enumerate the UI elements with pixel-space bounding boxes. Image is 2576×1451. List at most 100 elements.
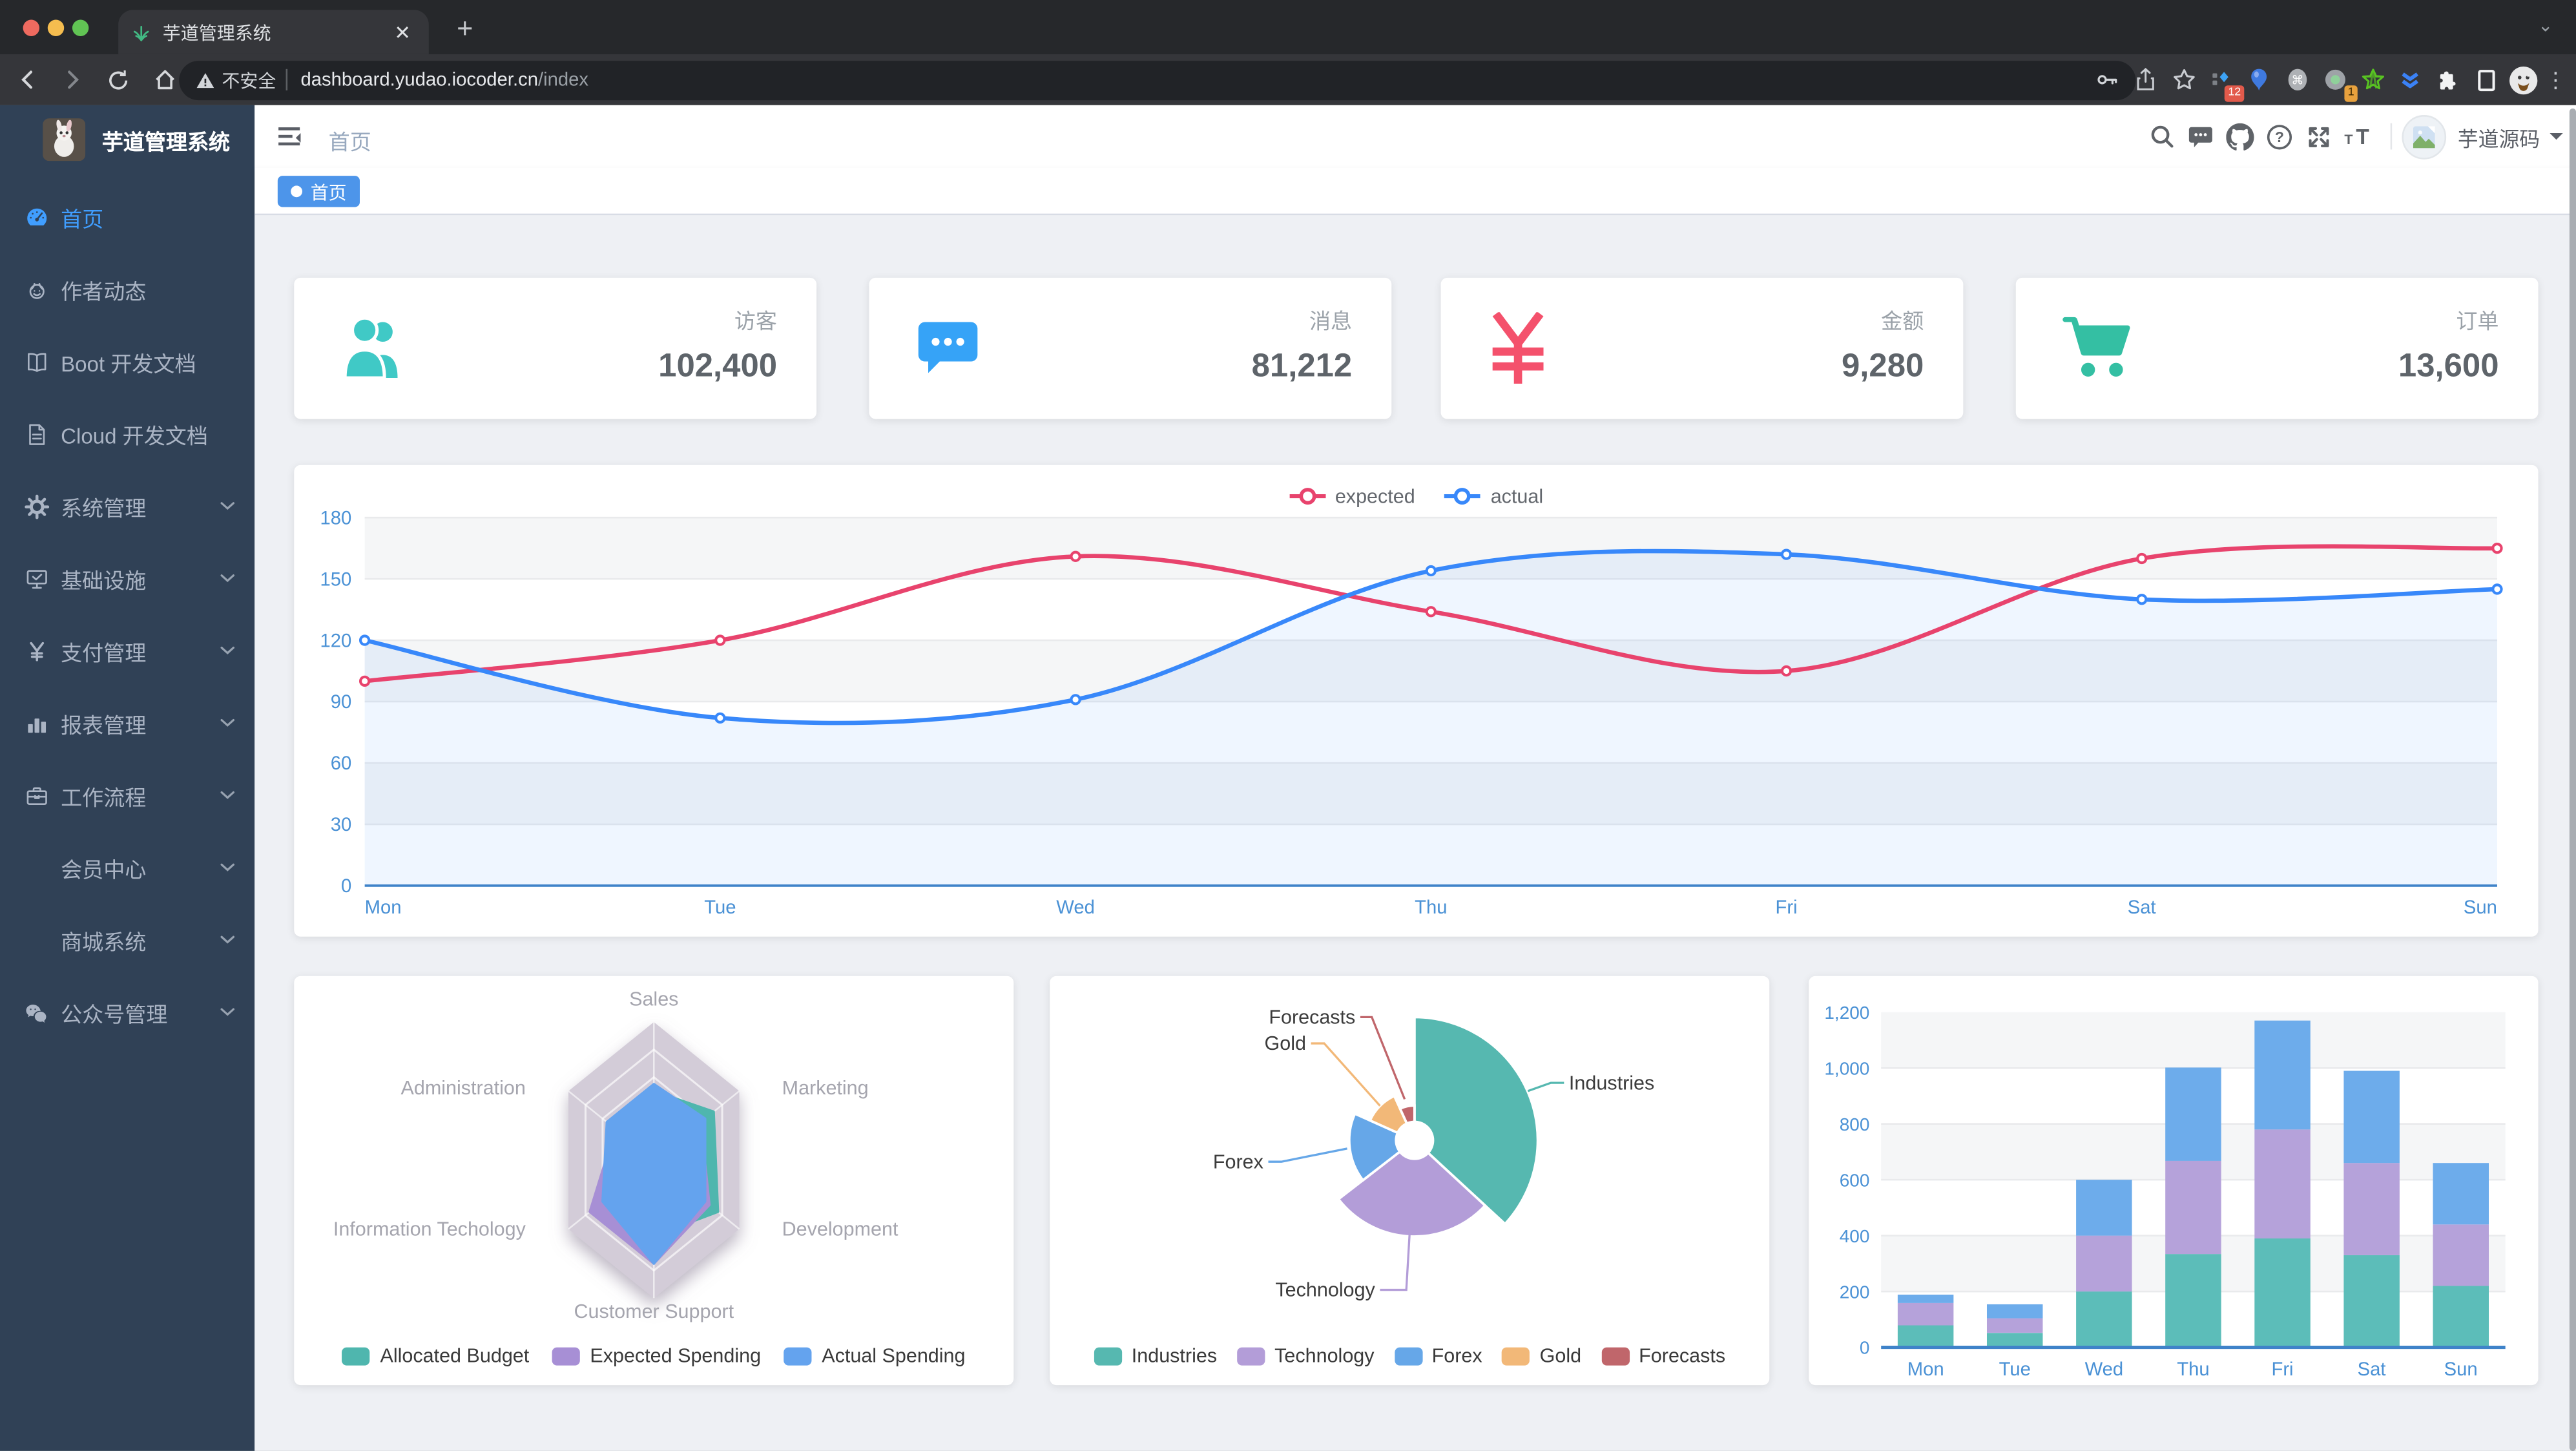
legend-item-industries[interactable]: Industries	[1094, 1344, 1217, 1367]
hamburger-icon[interactable]	[276, 123, 302, 150]
stat-card-1[interactable]: 消息 81,212	[869, 277, 1392, 419]
security-warning-icon[interactable]	[196, 70, 216, 90]
sidebar-item-0[interactable]: 首页	[0, 181, 254, 253]
user-dropdown-caret-icon[interactable]	[2550, 133, 2563, 146]
sidebar-logo-row[interactable]: 芋道管理系统	[0, 105, 254, 174]
home-button[interactable]	[145, 60, 184, 99]
legend-item-forecasts[interactable]: Forecasts	[1601, 1344, 1725, 1367]
legend-label: Forex	[1431, 1344, 1482, 1368]
radar-chart-svg: Sales Marketing Development Customer Suppor…	[333, 988, 898, 1322]
sidebar-item-1[interactable]: 作者动态	[0, 253, 254, 326]
legend-swatch	[552, 1346, 581, 1365]
svg-text:Technology: Technology	[1275, 1279, 1375, 1301]
sidebar-item-10[interactable]: 商城系统	[0, 904, 254, 976]
legend-item-actual-spending[interactable]: Actual Spending	[784, 1344, 966, 1367]
legend-item-expected-spending[interactable]: Expected Spending	[552, 1344, 761, 1367]
browser-tab[interactable]: 芋道管理系统 ✕	[118, 10, 429, 54]
legend-item-expected[interactable]: expected	[1289, 485, 1415, 508]
svg-text:200: 200	[1840, 1282, 1870, 1302]
extension-chevrons-icon[interactable]	[2392, 60, 2428, 99]
stat-card-0[interactable]: 访客 102,400	[294, 277, 817, 419]
user-avatar[interactable]	[2402, 114, 2447, 159]
username[interactable]: 芋道源码	[2457, 127, 2540, 151]
back-button[interactable]	[6, 60, 46, 99]
tab-close-icon[interactable]: ✕	[394, 20, 411, 44]
extension-record-icon[interactable]: 1	[2316, 60, 2358, 101]
favicon-leaf-icon	[131, 22, 151, 42]
extension-balloon-icon[interactable]	[2241, 60, 2277, 99]
window-zoom-button[interactable]	[72, 19, 89, 36]
sidebar-item-8[interactable]: 工作流程	[0, 759, 254, 831]
github-icon[interactable]	[2223, 105, 2259, 168]
stat-value: 9,280	[1841, 348, 1924, 385]
extensions-puzzle-icon[interactable]	[2430, 60, 2466, 99]
sidebar-item-label: 支付管理	[61, 640, 147, 665]
address-bar[interactable]: 不安全 dashboard.yudao.iocoder.cn/index	[179, 59, 2136, 99]
legend-item-actual[interactable]: actual	[1444, 485, 1543, 508]
new-tab-button[interactable]: +	[457, 13, 473, 45]
svg-text:30: 30	[331, 815, 352, 835]
legend-item-allocated-budget[interactable]: Allocated Budget	[342, 1344, 529, 1367]
sidebar-item-2[interactable]: Boot 开发文档	[0, 326, 254, 398]
search-icon[interactable]	[2144, 105, 2180, 168]
svg-text:Sun: Sun	[2464, 897, 2497, 918]
legend-label: expected	[1335, 485, 1415, 508]
svg-text:Administration: Administration	[401, 1077, 526, 1099]
sidebar-item-3[interactable]: Cloud 开发文档	[0, 398, 254, 470]
money-icon	[1485, 312, 1557, 384]
svg-text:Customer Support: Customer Support	[574, 1300, 734, 1322]
sidebar-item-6[interactable]: 支付管理	[0, 614, 254, 687]
svg-text:Sat: Sat	[2128, 897, 2156, 918]
radar-chart-card: Sales Marketing Development Customer Suppor…	[294, 976, 1014, 1386]
app-title: 芋道管理系统	[101, 129, 231, 154]
svg-text:1,200: 1,200	[1824, 1003, 1869, 1023]
extension-diamond-icon[interactable]: 12	[2203, 60, 2245, 101]
stat-card-3[interactable]: 订单 13,600	[2015, 277, 2539, 419]
forward-button[interactable]	[52, 60, 92, 99]
stat-card-2[interactable]: 金额 9,280	[1440, 277, 1964, 419]
pie-chart-card: Industries Technology Forex Gold Forecasts In…	[1050, 976, 1770, 1386]
tab-list-chevron-icon[interactable]: ⌄	[2537, 16, 2553, 36]
bookmark-star-icon[interactable]	[2165, 60, 2201, 99]
share-icon[interactable]	[2128, 60, 2164, 99]
omnibox-separator	[286, 68, 288, 90]
svg-text:Wed: Wed	[2085, 1359, 2124, 1380]
stat-label: 消息	[1309, 309, 1353, 334]
legend-label: actual	[1490, 485, 1544, 508]
profile-avatar[interactable]	[2506, 60, 2542, 99]
legend-swatch	[1502, 1346, 1530, 1365]
fullscreen-icon[interactable]	[2301, 105, 2338, 168]
password-key-icon[interactable]	[2095, 67, 2119, 92]
legend-item-gold[interactable]: Gold	[1502, 1344, 1581, 1367]
extension-green-star-icon[interactable]	[2354, 60, 2391, 99]
legend-item-forex[interactable]: Forex	[1394, 1344, 1482, 1368]
sidebar-item-9[interactable]: 会员中心	[0, 831, 254, 904]
reading-list-icon[interactable]	[2467, 60, 2504, 99]
browser-menu-icon[interactable]: ⋮	[2544, 67, 2566, 92]
sidebar-item-5[interactable]: 基础设施	[0, 542, 254, 614]
question-icon[interactable]: ?	[2262, 105, 2298, 168]
svg-text:Mon: Mon	[365, 897, 402, 918]
chevron-down-icon	[220, 501, 235, 511]
window-close-button[interactable]	[23, 19, 40, 36]
legend-item-technology[interactable]: Technology	[1236, 1344, 1375, 1367]
page-scrollbar[interactable]	[2569, 108, 2576, 1451]
message-icon[interactable]	[2183, 105, 2219, 168]
svg-text:0: 0	[341, 876, 351, 897]
sidebar-item-label: 首页	[61, 206, 104, 231]
breadcrumb[interactable]: 首页	[328, 129, 371, 155]
window-minimize-button[interactable]	[47, 19, 65, 36]
sidebar-item-4[interactable]: 系统管理	[0, 470, 254, 542]
sidebar-item-11[interactable]: 公众号管理	[0, 976, 254, 1049]
svg-text:Sales: Sales	[629, 988, 678, 1010]
sidebar-item-label: 会员中心	[61, 857, 147, 882]
svg-text:Forecasts: Forecasts	[1269, 1007, 1355, 1028]
reload-button[interactable]	[99, 60, 138, 99]
document-icon	[23, 421, 50, 447]
svg-text:60: 60	[331, 753, 352, 774]
tag-home[interactable]: 首页	[277, 176, 360, 207]
sidebar-item-7[interactable]: 报表管理	[0, 687, 254, 759]
extension-command-icon[interactable]: ⌘	[2279, 60, 2315, 99]
url-host: dashboard.yudao.iocoder.cn	[300, 70, 538, 90]
